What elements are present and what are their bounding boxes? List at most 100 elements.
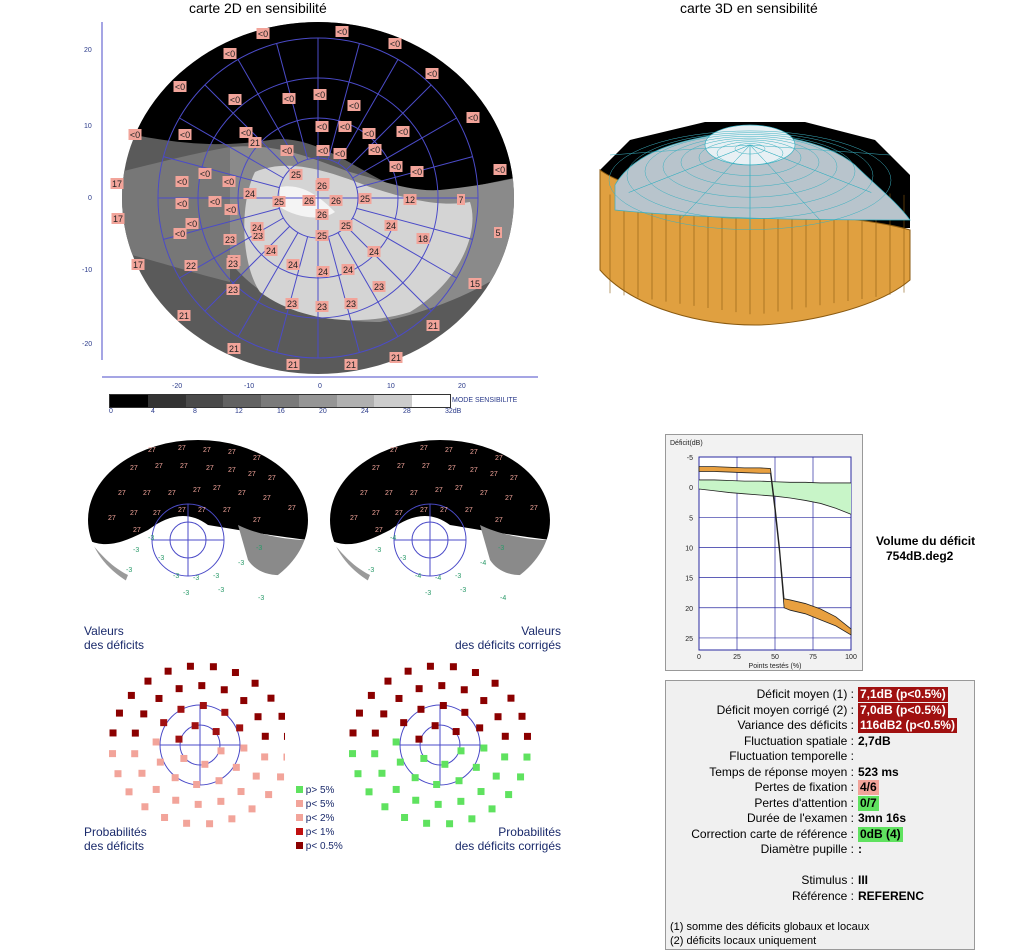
sensitivity-point-value: <0	[130, 130, 140, 140]
probability-square	[138, 769, 146, 777]
probability-square	[367, 691, 375, 699]
y-tick-label: 0	[689, 485, 693, 492]
sensitivity-point-box	[425, 68, 439, 79]
probability-square	[457, 747, 465, 755]
sensitivity-point-box	[466, 112, 480, 123]
deficit-value: -3	[455, 573, 461, 580]
deficit-value: 27	[130, 510, 138, 517]
sensitivity-point-value: <0	[258, 29, 268, 39]
probability-square	[231, 669, 239, 677]
sensitivity-point-box	[222, 176, 236, 187]
x-axis-label: Points testés (%)	[749, 663, 802, 670]
sensitivity-point-value: <0	[390, 39, 400, 49]
sensitivity-point-value: <0	[177, 177, 187, 187]
sensitivity-point-box	[335, 26, 349, 37]
sensitivity-point-box	[416, 233, 430, 244]
y-tick: 20	[84, 47, 92, 54]
legend-item: p> 5%	[296, 785, 334, 798]
x-tick-label: 25	[733, 654, 741, 661]
sensitivity-point-box	[341, 264, 355, 275]
sensitivity-point-value: <0	[412, 167, 422, 177]
deficit-value: 27	[228, 467, 236, 474]
deficit-value: 27	[480, 490, 488, 497]
stat-value: 4/6	[858, 780, 879, 795]
probability-map-right	[330, 645, 550, 830]
probability-square	[186, 662, 194, 670]
sensitivity-point-box	[178, 129, 192, 140]
deficit-value: 27	[223, 507, 231, 514]
y-tick-label: 5	[689, 515, 693, 522]
sensitivity-point-box	[289, 169, 303, 180]
stat-row: Durée de l'examen : 3mn 16s	[666, 811, 976, 826]
deficit-value: 27	[390, 447, 398, 454]
probability-square	[267, 694, 275, 702]
sensitivity-point-box	[368, 144, 382, 155]
deficit-value: 27	[268, 475, 276, 482]
deficit-map-right: 27 27 27 27 27 27 27 27 27 27 27 27 27 27 27 27 27 27 27 27…	[330, 440, 550, 602]
sensitivity-point-value: 24	[369, 247, 379, 257]
sensitivity-point-value: <0	[427, 69, 437, 79]
probability-square	[206, 820, 214, 828]
deficit-value: 27	[180, 463, 188, 470]
sensitivity-point-value: <0	[315, 90, 325, 100]
stat-value: 523 ms	[858, 764, 899, 779]
probability-square	[439, 702, 447, 710]
probability-square	[494, 713, 502, 721]
sensitivity-point-value: 23	[374, 282, 384, 292]
probability-square	[171, 774, 179, 782]
probability-square	[115, 709, 123, 717]
probability-square	[201, 760, 209, 768]
probability-square	[365, 788, 373, 796]
sensitivity-point-box	[384, 220, 398, 231]
probability-square	[172, 796, 180, 804]
sensitivity-point-box	[224, 204, 238, 215]
bebie-curve-panel: 0 25 50 75 100 -5 0 5 10 15 20 25 Déficit(dB) Points …	[665, 434, 863, 671]
sensitivity-point-value: <0	[398, 127, 408, 137]
sensitivity-point-value: 23	[253, 231, 263, 241]
probability-square	[518, 712, 526, 720]
sensitivity-point-value: <0	[318, 146, 328, 156]
deficit-value: 27	[410, 490, 418, 497]
x-tick: 20	[458, 383, 466, 390]
sensitivity-point-value: 21	[229, 344, 239, 354]
sensitivity-point-box	[339, 220, 353, 231]
probability-square	[471, 669, 479, 677]
deficit-value: -3	[213, 573, 219, 580]
sensitivity-point-value: <0	[282, 146, 292, 156]
deficit-value: 27	[385, 490, 393, 497]
deficit-value: -3	[193, 575, 199, 582]
deficit-value: 27	[253, 455, 261, 462]
probability-square	[457, 797, 465, 805]
sensitivity-point-box	[264, 245, 278, 256]
deficit-value: -4	[390, 535, 396, 542]
sensitivity-point-box	[494, 227, 502, 238]
sensitivity-point-value: 21	[346, 360, 356, 370]
probability-square	[517, 773, 525, 781]
probability-square	[131, 729, 139, 737]
probability-square	[423, 819, 431, 827]
sensitivity-point-box	[185, 218, 199, 229]
stat-row: Fluctuation temporelle :	[666, 749, 976, 764]
deficit-value: 27	[440, 507, 448, 514]
sensitivity-map-2d: <0 <0 <0 <0 <0 <0 <0 <0 <0 <0 <0 <0 <0 <0 <0 <0 <0 <0 <0 <0…	[80, 22, 550, 432]
deficit-value: 27	[455, 485, 463, 492]
stat-row: Pertes d'attention : 0/7	[666, 795, 976, 811]
probability-square	[254, 713, 262, 721]
sensitivity-point-value: 21	[250, 138, 260, 148]
probability-square	[384, 677, 392, 685]
deficit-value: -3	[158, 555, 164, 562]
legend-item: p< 1%	[296, 827, 334, 840]
sensitivity-point-box	[315, 301, 329, 312]
probability-square	[183, 819, 191, 827]
sensitivity-point-value: <0	[241, 128, 251, 138]
sensitivity-point-value: <0	[468, 113, 478, 123]
probability-square	[449, 663, 457, 671]
deficit-value: 27	[495, 455, 503, 462]
bebie-curve-chart: 0 25 50 75 100 -5 0 5 10 15 20 25 Déficit(dB) Points …	[670, 440, 857, 670]
probability-square	[114, 770, 122, 778]
deficit-value: -3	[425, 590, 431, 597]
deficit-value: 27	[395, 510, 403, 517]
deficit-value: -3	[375, 547, 381, 554]
sensitivity-point-box	[315, 180, 329, 191]
deficit-value: 27	[206, 465, 214, 472]
